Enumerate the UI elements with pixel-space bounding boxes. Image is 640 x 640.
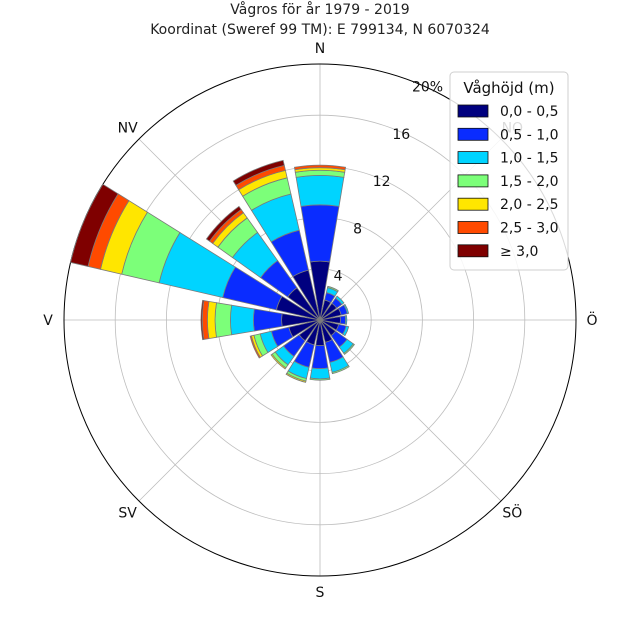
legend-swatch: [457, 151, 489, 165]
legend-swatch: [457, 244, 489, 258]
rose-bar-segment: [343, 303, 350, 315]
direction-label: S: [316, 585, 325, 601]
rose-bar-segment: [230, 304, 255, 336]
rose-bar-segment: [70, 183, 119, 267]
legend-entry: 0,0 - 0,5: [500, 104, 558, 120]
rose-bar-segment: [343, 343, 355, 355]
legend-swatch: [457, 221, 489, 234]
rose-bar-segment: [300, 204, 340, 263]
chart-subtitle: Koordinat (Sweref 99 TM): E 799134, N 60…: [150, 22, 490, 38]
radial-tick-label: 8: [353, 221, 362, 237]
rose-bar-segment: [200, 299, 205, 341]
direction-label: SÖ: [502, 503, 522, 521]
legend-entry: 2,5 - 3,0: [500, 221, 558, 237]
legend-entry: 0,5 - 1,0: [500, 127, 558, 143]
rose-bar-segment: [270, 353, 287, 370]
rose-bar-segment: [327, 285, 339, 293]
rose-bar-segment: [232, 159, 285, 186]
direction-label: V: [43, 313, 53, 329]
radial-tick-label: 12: [373, 174, 391, 190]
rose-bar-segment: [339, 315, 346, 325]
rose-bar-segment: [205, 205, 242, 242]
direction-label: N: [315, 41, 325, 57]
rose-bar-segment: [285, 372, 307, 383]
legend-entry: 1,5 - 2,0: [500, 174, 558, 190]
outer-ring: [63, 63, 577, 577]
radial-tick-label: 16: [392, 127, 410, 143]
rose-bar-segment: [335, 295, 345, 305]
rose-bar-segment: [331, 365, 350, 375]
radial-tick-label: 20%: [412, 79, 443, 95]
rose-bar-segment: [309, 377, 331, 381]
rose-bar-segment: [311, 344, 329, 370]
rose-bar-segment: [207, 300, 217, 340]
rose-bar-segment: [295, 175, 345, 207]
legend-entry: ≥ 3,0: [500, 244, 538, 260]
direction-label: Ö: [586, 311, 597, 329]
legend-box: [449, 71, 569, 271]
rose-bar-segment: [293, 164, 347, 171]
rose-bar-segment: [344, 315, 348, 325]
rose-bar-segment: [214, 302, 233, 338]
direction-label: SV: [118, 505, 137, 521]
rose-bars: [70, 159, 355, 383]
radial-ticks: 4 8 12 16 20%: [334, 79, 443, 284]
legend-entry: 1,0 - 1,5: [500, 151, 558, 167]
legend-swatch: [457, 197, 489, 211]
rose-bar-segment: [253, 308, 283, 332]
legend-title: Våghöjd (m): [463, 79, 554, 97]
rose-bar-segment: [309, 367, 331, 380]
rose-bar-segment: [342, 325, 350, 337]
legend-swatch: [457, 104, 489, 118]
legend-entry: 2,0 - 2,5: [500, 197, 558, 213]
radial-tick-label: 4: [334, 269, 343, 285]
direction-label: NV: [118, 121, 138, 137]
rose-bar-segment: [249, 335, 261, 359]
grid-ring: [114, 114, 526, 526]
chart-title: Vågros för år 1979 - 2019: [230, 1, 409, 18]
grid-spoke: [319, 319, 502, 502]
legend-swatch: [457, 127, 489, 141]
legend: Våghöjd (m) 0,0 - 0,5 0,5 - 1,0 1,0 - 1,5 1,…: [449, 71, 569, 271]
legend-swatch: [457, 174, 489, 188]
